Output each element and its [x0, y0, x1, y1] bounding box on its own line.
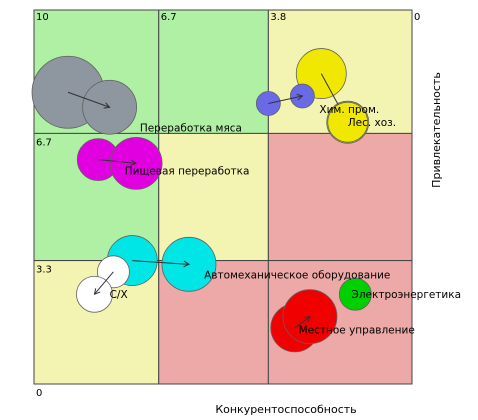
y-axis-title: Привлекательность: [430, 72, 443, 188]
movement-arrow: [94, 271, 114, 295]
bubble-label: С/Х: [110, 289, 128, 301]
bubble-label: Пищевая переработка: [125, 166, 250, 178]
movement-arrow: [294, 316, 311, 329]
y-tick-label: 3.3: [36, 265, 52, 276]
movement-arrow: [98, 159, 137, 164]
x-tick-label: 0: [414, 12, 420, 23]
matrix-cell: [158, 132, 269, 262]
bubble: [327, 101, 369, 143]
bubble-label: Лес. хоз.: [348, 117, 396, 129]
bubble-label: Автомеханическое оборудование: [204, 270, 390, 282]
bubble-labels: Переработка мяса Пищевая переработка Хим. …: [110, 104, 461, 337]
movement-arrowhead: [130, 159, 138, 167]
movement-arrow: [132, 260, 190, 265]
movement-arrow: [67, 91, 110, 108]
bubble: [338, 277, 372, 311]
bubble-label: Хим. пром.: [319, 104, 379, 116]
movement-arrowhead: [103, 102, 111, 109]
tick-labels: 10 6.7 3.8 0 6.7 3.3 0: [36, 12, 420, 399]
bubble-label: Местное управление: [299, 325, 415, 337]
bubbles: [31, 48, 372, 353]
y-tick-label: 0: [36, 388, 42, 399]
matrix-cell: [267, 132, 413, 262]
matrix-cells: [33, 9, 413, 385]
bubble-label: Переработка мяса: [140, 123, 242, 135]
movement-arrowhead: [93, 288, 101, 296]
movement-arrowhead: [296, 93, 304, 101]
x-tick-label: 6.7: [161, 12, 177, 23]
matrix-cell: [158, 9, 269, 134]
movement-arrowhead: [303, 316, 311, 323]
movement-arrow: [268, 95, 303, 104]
y-tick-label: 6.7: [36, 137, 52, 148]
matrix-cell: [267, 260, 413, 385]
x-tick-label: 10: [36, 12, 49, 23]
movement-arrowhead: [183, 260, 191, 268]
x-axis-title: Конкурентоспособность: [215, 403, 356, 416]
x-tick-label: 3.8: [270, 12, 286, 23]
bubble-label: Электроэнергетика: [352, 289, 462, 301]
